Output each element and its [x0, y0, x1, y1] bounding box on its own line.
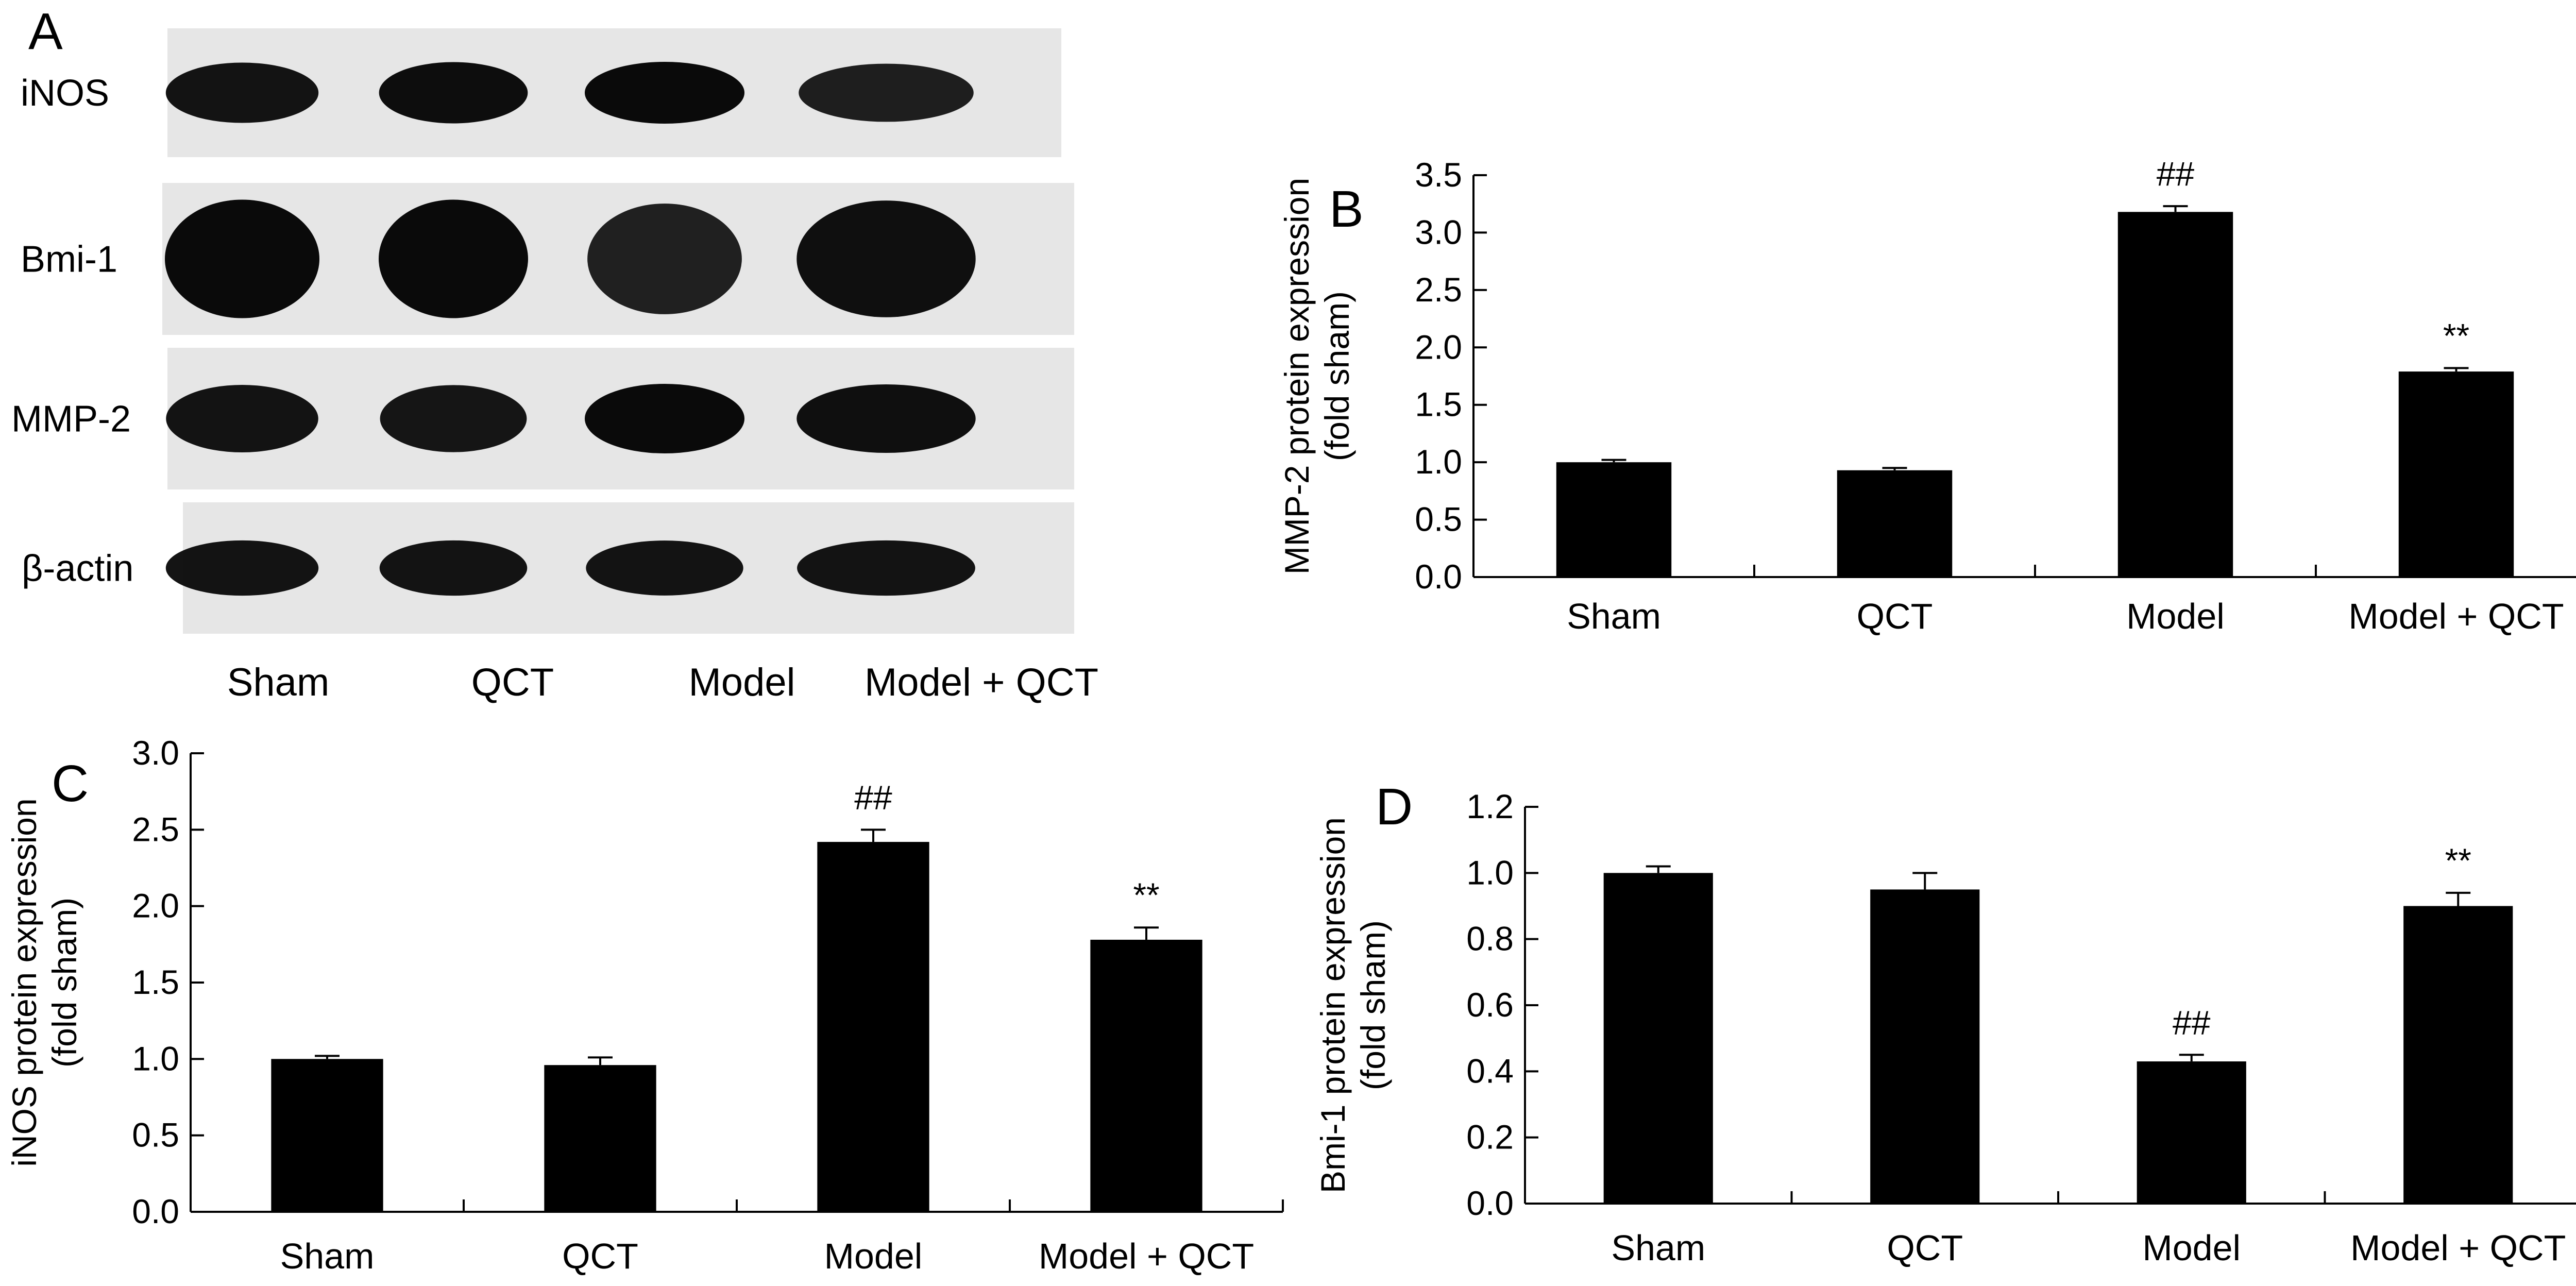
- blot-strips: [162, 28, 1074, 634]
- chart-c-category-label-sham: Sham: [280, 1236, 375, 1276]
- chart-b-y-tick-label: 2.0: [1415, 328, 1462, 366]
- chart-d-y-tick-label: 0.4: [1466, 1052, 1514, 1090]
- blot-band-inos-sham: [165, 62, 319, 123]
- chart-b-bar-model-qct: [2398, 371, 2514, 577]
- inos-bar-chart: C 0.0 0.5 1.0 1.5 2.0 2.5 3.0 Sham QCT ## Model ** M…: [5, 734, 1284, 1276]
- chart-b-y-tick-label: 1.5: [1415, 385, 1462, 424]
- chart-d-bar-qct: [1870, 889, 1980, 1204]
- chart-b-category-label-sham: Sham: [1567, 596, 1661, 636]
- chart-c-significance-model-qct: **: [1133, 876, 1159, 914]
- chart-b-category-label-qct: QCT: [1857, 596, 1933, 636]
- chart-b-y-tick-label: 2.5: [1415, 270, 1462, 309]
- chart-b-significance-model-qct: **: [2443, 316, 2469, 354]
- blot-label-mmp-2: MMP-2: [11, 399, 131, 440]
- chart-d-significance-model-qct: **: [2445, 841, 2471, 879]
- chart-d-category-label-model: Model: [2142, 1228, 2241, 1268]
- chart-d-y-tick-label: 1.0: [1466, 853, 1514, 891]
- chart-d-bar-model: [2137, 1061, 2246, 1204]
- blot-band-bmi-1-model-qct: [796, 200, 976, 317]
- panel-a-letter: A: [28, 3, 63, 60]
- blot-lane-label-sham: Sham: [227, 661, 330, 704]
- chart-c-category-label-model: Model: [824, 1236, 923, 1276]
- western-blot-panel: A iNOS Bmi-1 MMP-2 β-actin Sham QCT Model Mode…: [11, 3, 1098, 704]
- chart-c-bar-model: [817, 842, 929, 1212]
- chart-d-y-tick-label: 1.2: [1466, 787, 1514, 825]
- chart-c-y-tick-label: 0.5: [132, 1116, 179, 1154]
- blot-lane-label-model-qct: Model + QCT: [865, 661, 1098, 704]
- chart-c-y-tick-label: 1.0: [132, 1039, 179, 1077]
- chart-c-y-tick-label: 2.0: [132, 887, 179, 925]
- chart-c-y-tick-label: 0.0: [132, 1192, 179, 1230]
- blot-lane-label-qct: QCT: [471, 661, 554, 704]
- blot-row-labels: iNOS Bmi-1 MMP-2 β-actin: [11, 73, 133, 589]
- chart-c-y-tick-label: 1.5: [132, 963, 179, 1001]
- chart-d-category-label-model-qct: Model + QCT: [2350, 1228, 2566, 1268]
- chart-d-bar-model-qct: [2403, 906, 2513, 1204]
- chart-b-bar-model: [2117, 212, 2233, 577]
- chart-b-y-tick-label: 0.0: [1415, 557, 1462, 596]
- panel-d-letter: D: [1376, 778, 1413, 836]
- blot-band-inos-qct: [379, 62, 528, 124]
- chart-b-y-tick-label: 1.0: [1415, 443, 1462, 481]
- chart-c-y-axis-title: (fold sham): [45, 898, 83, 1068]
- chart-c-bar-qct: [544, 1065, 656, 1212]
- blot-band-bmi-1-qct: [379, 199, 528, 318]
- blot-band-actin-model-qct: [797, 540, 975, 596]
- blot-label-bmi-1: Bmi-1: [21, 239, 117, 280]
- blot-band-actin-sham: [165, 540, 319, 596]
- chart-c-significance-model: ##: [854, 778, 892, 816]
- blot-band-mmp-2-sham: [166, 385, 318, 452]
- chart-b-y-tick-label: 3.0: [1415, 213, 1462, 251]
- blot-lane-label-model: Model: [689, 661, 795, 704]
- blot-band-actin-qct: [379, 540, 528, 596]
- blot-band-bmi-1-model: [587, 204, 742, 314]
- chart-c-bar-model-qct: [1090, 939, 1202, 1212]
- blot-band-inos-model-qct: [799, 63, 974, 122]
- chart-b-category-label-model: Model: [2126, 596, 2225, 636]
- blot-band-mmp-2-model-qct: [796, 384, 976, 453]
- chart-c-bar-sham: [271, 1059, 383, 1212]
- chart-b-bar-sham: [1556, 462, 1672, 577]
- chart-b-y-axis-title: (fold sham): [1318, 291, 1356, 461]
- chart-d-significance-model: ##: [2173, 1003, 2211, 1041]
- blot-band-mmp-2-model: [585, 384, 744, 453]
- chart-c-category-label-qct: QCT: [562, 1236, 638, 1276]
- blot-label-inos: iNOS: [21, 73, 109, 114]
- chart-d-category-label-qct: QCT: [1887, 1228, 1963, 1268]
- chart-d-y-axis-title: (fold sham): [1354, 920, 1392, 1090]
- mmp2-bar-chart: B 0.0 0.5 1.0 1.5 2.0 2.5 3.0 3.5 Sham QCT ## Model…: [1278, 155, 2576, 636]
- chart-c-y-tick-label: 3.0: [132, 734, 179, 772]
- chart-d-y-tick-label: 0.0: [1466, 1184, 1514, 1222]
- chart-d-y-axis-title: Bmi-1 protein expression: [1314, 817, 1352, 1193]
- chart-d-bar-sham: [1603, 873, 1713, 1204]
- chart-c-y-axis-title: iNOS protein expression: [5, 798, 43, 1166]
- chart-d-category-label-sham: Sham: [1611, 1228, 1705, 1268]
- chart-c-y-tick-label: 2.5: [132, 810, 179, 848]
- chart-b-y-tick-label: 0.5: [1415, 500, 1462, 538]
- bmi1-bar-chart: D 0.0 0.2 0.4 0.6 0.8 1.0 1.2 Sham QCT ## Model ** M…: [1314, 778, 2576, 1268]
- panel-c-letter: C: [52, 755, 89, 813]
- blot-band-inos-model: [585, 62, 744, 124]
- blot-label-actin: β-actin: [22, 548, 133, 589]
- chart-b-bar-qct: [1837, 470, 1953, 577]
- chart-b-category-label-model-qct: Model + QCT: [2348, 596, 2564, 636]
- blot-band-mmp-2-qct: [380, 385, 527, 452]
- chart-d-y-tick-label: 0.2: [1466, 1118, 1514, 1156]
- chart-b-significance-model: ##: [2157, 155, 2195, 193]
- chart-d-y-tick-label: 0.8: [1466, 920, 1514, 958]
- blot-band-actin-model: [586, 540, 743, 596]
- chart-b-y-tick-label: 3.5: [1415, 156, 1462, 194]
- panel-b-letter: B: [1329, 180, 1364, 238]
- blot-lane-labels: Sham QCT Model Model + QCT: [227, 661, 1098, 704]
- chart-c-category-label-model-qct: Model + QCT: [1039, 1236, 1254, 1276]
- chart-d-y-tick-label: 0.6: [1466, 986, 1514, 1024]
- blot-band-bmi-1-sham: [165, 199, 319, 318]
- chart-b-y-axis-title: MMP-2 protein expression: [1278, 178, 1316, 574]
